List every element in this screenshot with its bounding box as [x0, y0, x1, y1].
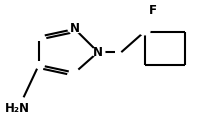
Circle shape [139, 28, 150, 35]
Circle shape [91, 48, 105, 56]
Text: N: N [70, 22, 80, 35]
Text: N: N [93, 46, 103, 59]
Text: H₂N: H₂N [5, 102, 30, 115]
Circle shape [68, 25, 82, 33]
Text: F: F [149, 4, 157, 17]
